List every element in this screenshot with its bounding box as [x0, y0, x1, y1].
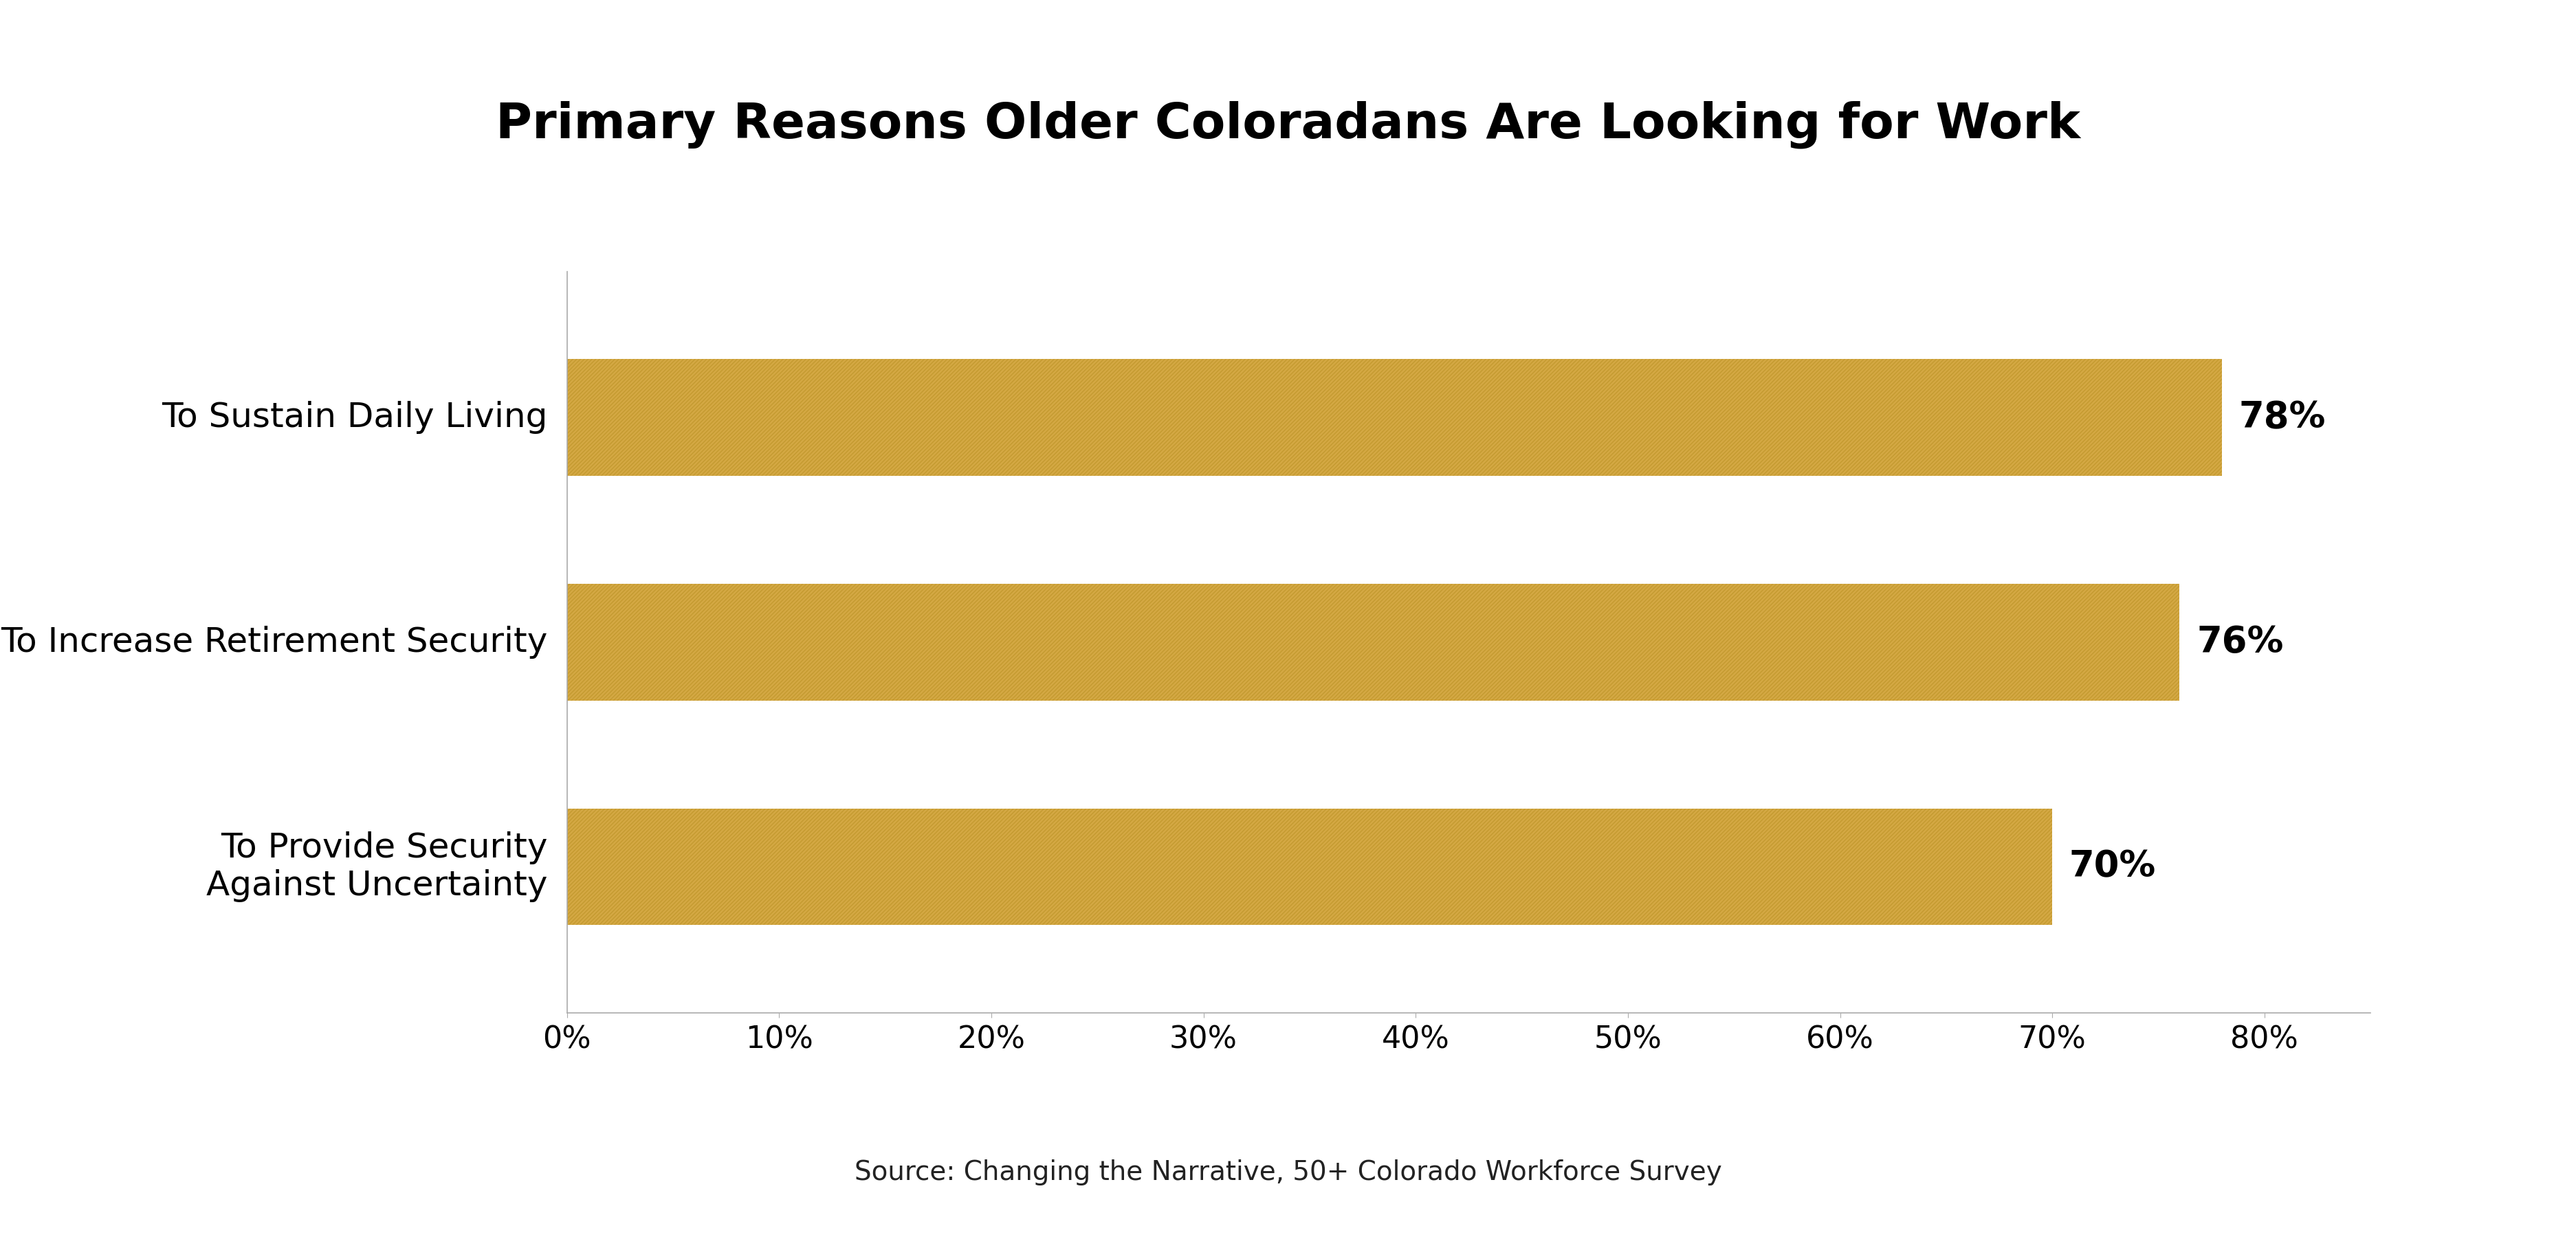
- Bar: [567, 584, 2179, 700]
- Text: Source: Changing the Narrative, 50+ Colorado Workforce Survey: Source: Changing the Narrative, 50+ Colo…: [855, 1160, 1721, 1186]
- Text: 78%: 78%: [2239, 400, 2326, 436]
- Bar: [567, 809, 2050, 925]
- Text: Primary Reasons Older Coloradans Are Looking for Work: Primary Reasons Older Coloradans Are Loo…: [497, 100, 2079, 148]
- Text: 70%: 70%: [2069, 848, 2156, 884]
- Text: 76%: 76%: [2195, 625, 2282, 659]
- Bar: [567, 359, 2221, 475]
